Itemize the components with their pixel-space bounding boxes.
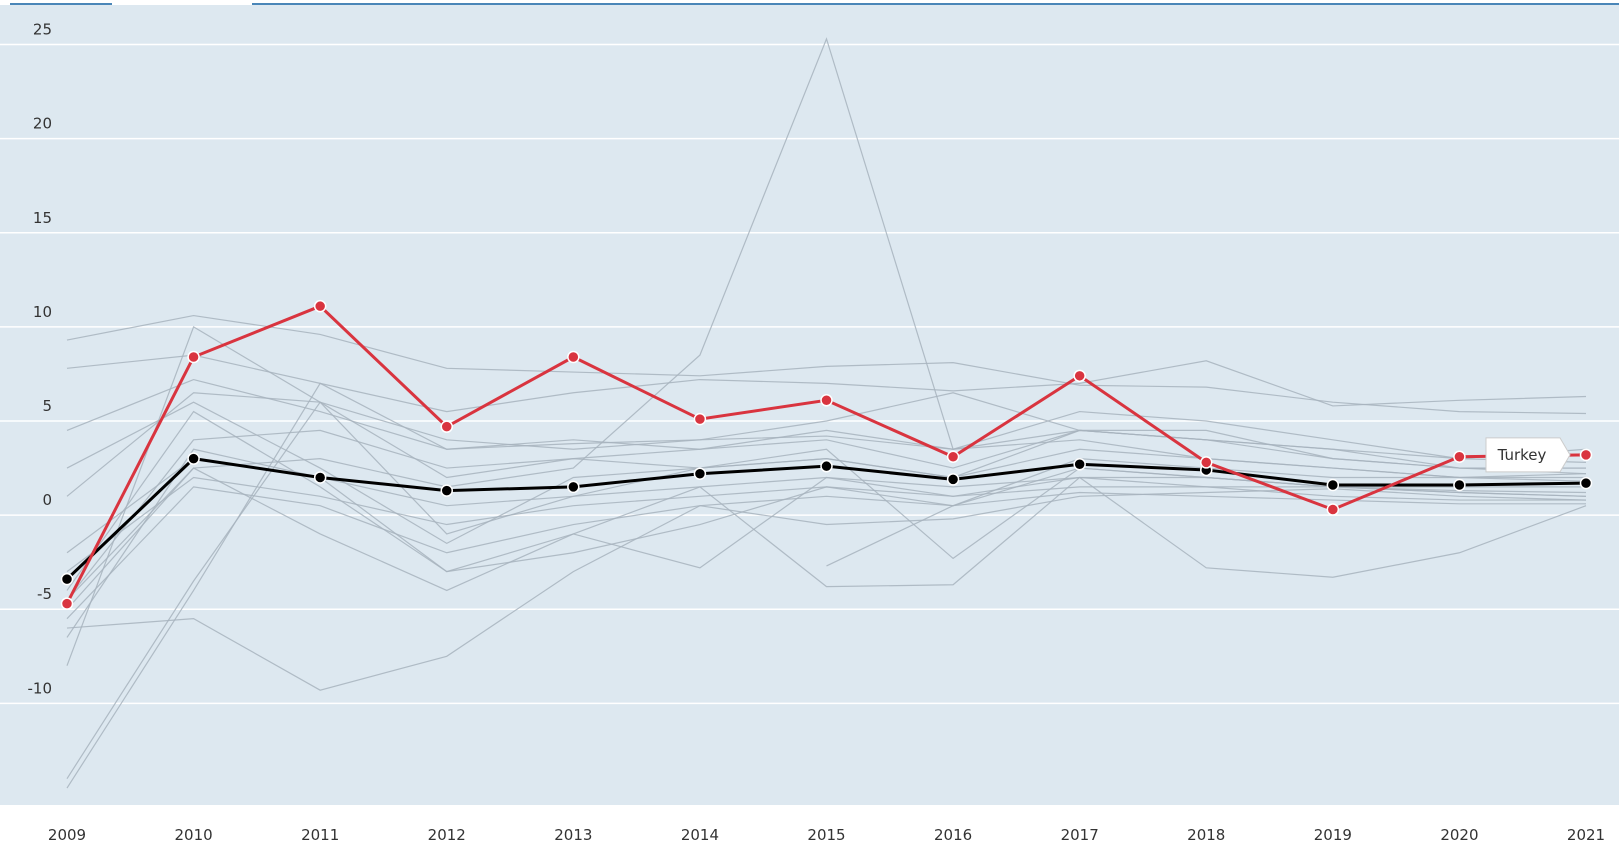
x-tick-label: 2011 bbox=[301, 826, 339, 844]
country-line bbox=[66, 410, 1587, 601]
point bbox=[1073, 369, 1086, 383]
x-tick-label: 2016 bbox=[934, 826, 972, 844]
point bbox=[1326, 503, 1340, 516]
point bbox=[1453, 478, 1466, 492]
point bbox=[1326, 478, 1340, 492]
x-tick-label: 2012 bbox=[428, 826, 466, 844]
y-tick-label: 25 bbox=[33, 21, 52, 39]
point bbox=[693, 467, 707, 480]
point bbox=[60, 597, 74, 610]
x-tick-label: 2017 bbox=[1061, 826, 1099, 844]
point bbox=[1579, 476, 1593, 490]
y-tick-label: -10 bbox=[28, 679, 53, 697]
y-tick-label: 15 bbox=[33, 209, 52, 227]
y-tick-label: 10 bbox=[33, 303, 52, 321]
point bbox=[946, 450, 960, 464]
country-line bbox=[66, 354, 1587, 413]
x-tick-label: 2010 bbox=[174, 826, 212, 844]
x-tick-label: 2015 bbox=[807, 826, 845, 844]
country-line bbox=[66, 314, 1587, 415]
y-tick-label: 20 bbox=[33, 115, 52, 133]
point bbox=[693, 412, 707, 426]
point bbox=[820, 459, 833, 473]
country-line bbox=[66, 378, 1587, 464]
point bbox=[946, 473, 960, 486]
country-line bbox=[66, 486, 1586, 620]
x-tick-label: 2020 bbox=[1440, 826, 1478, 844]
y-tick-label: -5 bbox=[37, 585, 52, 603]
point bbox=[440, 420, 453, 433]
x-tick-label: 2021 bbox=[1567, 826, 1605, 844]
point bbox=[1453, 450, 1466, 464]
point bbox=[567, 350, 580, 364]
x-tick-label: 2019 bbox=[1314, 826, 1352, 844]
y-tick-label: 5 bbox=[42, 397, 52, 415]
point bbox=[440, 484, 453, 497]
point bbox=[187, 350, 200, 364]
point bbox=[313, 471, 327, 484]
label-box bbox=[1485, 437, 1571, 473]
point bbox=[60, 572, 74, 586]
country-line bbox=[66, 392, 1586, 497]
point bbox=[567, 480, 580, 494]
x-tick-label: 2014 bbox=[681, 826, 719, 844]
point bbox=[1200, 456, 1213, 469]
series-label: Turkey bbox=[1497, 446, 1547, 464]
point bbox=[820, 394, 833, 407]
y-tick-label: 0 bbox=[42, 491, 52, 509]
point bbox=[1579, 448, 1593, 462]
point bbox=[187, 452, 200, 465]
x-tick-label: 2018 bbox=[1187, 826, 1225, 844]
point bbox=[1073, 458, 1086, 471]
x-tick-label: 2013 bbox=[554, 826, 592, 844]
point bbox=[313, 299, 327, 313]
x-tick-label: 2009 bbox=[48, 826, 86, 844]
